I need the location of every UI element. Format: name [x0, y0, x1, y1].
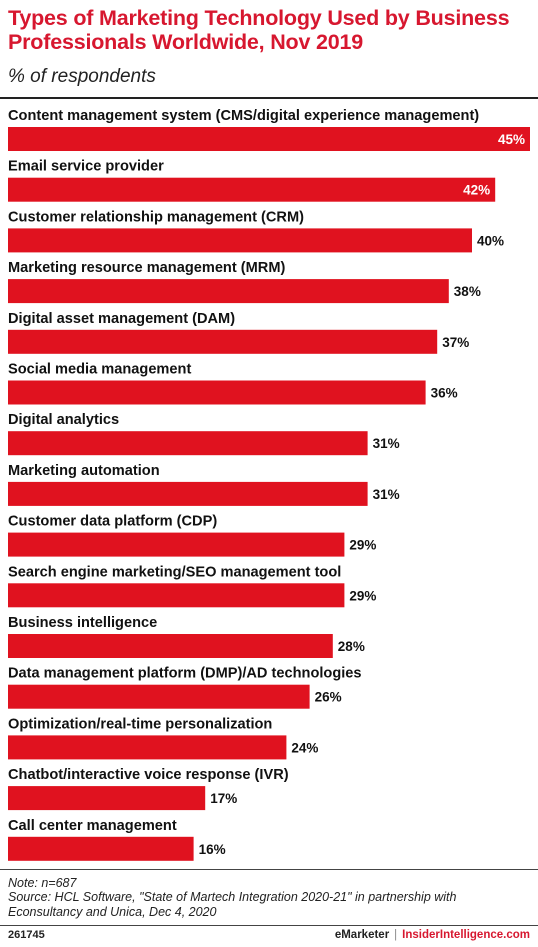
bottom-divider	[0, 869, 538, 870]
category-label: Digital asset management (DAM)	[8, 311, 235, 327]
bar	[8, 279, 449, 304]
bar	[8, 786, 206, 811]
value-label: 29%	[349, 538, 376, 553]
value-label: 16%	[199, 842, 226, 857]
bar	[8, 481, 368, 506]
category-label: Call center management	[8, 818, 177, 834]
value-label: 38%	[454, 284, 481, 299]
brand-insider-intelligence-link[interactable]: InsiderIntelligence.com	[402, 929, 530, 941]
value-label: 36%	[431, 386, 458, 401]
bar	[8, 735, 287, 760]
category-label: Marketing resource management (MRM)	[8, 260, 285, 276]
brand-separator: |	[394, 929, 398, 941]
value-label: 17%	[210, 791, 237, 806]
category-label: Digital analytics	[8, 412, 119, 428]
value-label: 45%	[498, 132, 525, 147]
bar	[8, 836, 194, 861]
value-label: 24%	[291, 740, 318, 755]
value-label: 29%	[349, 588, 376, 603]
value-label: 40%	[477, 233, 504, 248]
value-label: 31%	[373, 436, 400, 451]
bar	[8, 177, 496, 202]
bar	[8, 684, 310, 709]
bar	[8, 380, 426, 405]
value-label: 42%	[463, 183, 490, 198]
bar	[8, 431, 368, 456]
bar	[8, 532, 345, 557]
category-label: Optimization/real-time personalization	[8, 716, 272, 732]
category-label: Chatbot/interactive voice response (IVR)	[8, 767, 289, 783]
bar	[8, 228, 472, 253]
chart-title: Types of Marketing Technology Used by Bu…	[8, 6, 510, 54]
category-label: Search engine marketing/SEO management t…	[8, 564, 341, 580]
bar	[8, 583, 345, 608]
value-label: 31%	[373, 487, 400, 502]
category-label: Data management platform (DMP)/AD techno…	[8, 666, 362, 682]
category-label: Social media management	[8, 362, 191, 378]
chart-note: Note: n=687	[8, 876, 77, 890]
bar	[8, 127, 530, 151]
footer-divider	[0, 925, 538, 926]
chart-subtitle: % of respondents	[8, 66, 156, 87]
category-label: Email service provider	[8, 159, 164, 175]
bar	[8, 634, 333, 658]
value-label: 37%	[442, 335, 469, 350]
chart-source: Source: HCL Software, "State of Martech …	[8, 890, 457, 919]
bar-chart: Content management system (CMS/digital e…	[8, 108, 530, 861]
category-label: Customer relationship management (CRM)	[8, 209, 304, 225]
category-label: Content management system (CMS/digital e…	[8, 108, 479, 124]
value-label: 28%	[338, 639, 365, 654]
chart-id: 261745	[8, 929, 45, 941]
bar	[8, 329, 438, 354]
top-divider	[0, 97, 538, 99]
brand-credit: eMarketer | InsiderIntelligence.com	[335, 929, 530, 941]
category-label: Customer data platform (CDP)	[8, 514, 217, 530]
category-label: Marketing automation	[8, 463, 160, 479]
brand-emarketer: eMarketer	[334, 929, 390, 941]
value-label: 26%	[315, 690, 342, 705]
category-label: Business intelligence	[8, 615, 157, 631]
